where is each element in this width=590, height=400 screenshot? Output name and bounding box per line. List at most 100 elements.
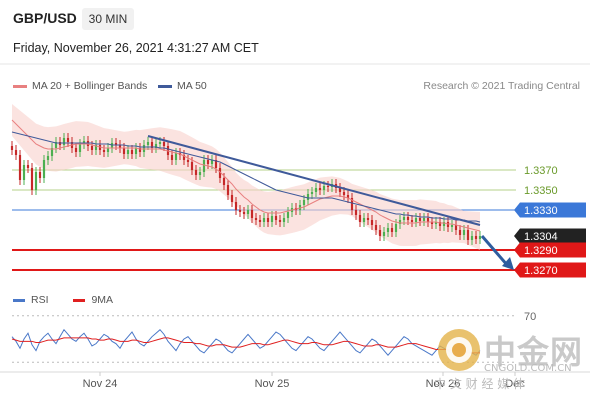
- candle-body: [234, 202, 238, 210]
- legend-ma20: MA 20 + Bollinger Bands: [13, 80, 147, 92]
- rsi-swatch: [13, 298, 25, 302]
- candle-body: [438, 222, 442, 226]
- candle-body: [246, 210, 250, 214]
- candle-body: [350, 198, 354, 210]
- candle-body: [30, 168, 34, 190]
- candle-body: [374, 225, 378, 230]
- level-tag-1.3290: 1.3290: [524, 245, 558, 257]
- candle-body: [442, 222, 446, 226]
- candle-body: [366, 218, 370, 220]
- candle-body: [406, 217, 410, 220]
- candle-body: [370, 220, 374, 225]
- candle-body: [470, 236, 474, 240]
- rsi-legend-label: RSI: [31, 294, 49, 306]
- candle-body: [130, 150, 134, 154]
- candle-body: [66, 138, 70, 142]
- level-tag-bg-1.3304: [514, 228, 586, 244]
- candle-body: [114, 143, 118, 145]
- candle-body: [402, 217, 406, 220]
- ma20-line: [11, 119, 481, 232]
- candle-body: [106, 148, 110, 152]
- level-tag-bg-1.3270: [514, 262, 586, 278]
- candle-body: [214, 160, 218, 168]
- x-tick-label: Nov 25: [255, 378, 290, 390]
- candle-body: [186, 160, 190, 162]
- candle-body: [50, 148, 54, 156]
- ma9-legend-label: 9MA: [91, 294, 114, 306]
- candle-body: [386, 228, 390, 232]
- candle-body: [326, 186, 330, 187]
- candle-body: [162, 142, 166, 146]
- candle-body: [42, 160, 46, 178]
- candle-body: [94, 145, 98, 150]
- candle-body: [266, 218, 270, 222]
- candle-body: [242, 212, 246, 214]
- candle-body: [314, 188, 318, 192]
- candle-body: [310, 192, 314, 194]
- candle-body: [62, 138, 66, 145]
- candle-body: [182, 155, 186, 160]
- candle-body: [270, 216, 274, 222]
- legend-ma50: MA 50: [158, 80, 207, 92]
- cngold-logo-icon: [438, 329, 480, 371]
- candle-body: [218, 168, 222, 178]
- candle-body: [26, 165, 30, 168]
- candle-body: [454, 225, 458, 230]
- candle-body: [282, 218, 286, 222]
- candle-body: [90, 146, 94, 150]
- candle-body: [306, 194, 310, 200]
- candle-body: [18, 155, 22, 180]
- candle-body: [122, 148, 126, 154]
- level-tag-bg-1.3290: [514, 242, 586, 258]
- candle-body: [422, 218, 426, 221]
- candle-body: [458, 230, 462, 235]
- ma9-swatch: [73, 298, 86, 302]
- candle-body: [150, 142, 154, 148]
- candle-body: [250, 210, 254, 218]
- x-tick-label: Nov 24: [83, 378, 118, 390]
- candle-body: [78, 144, 82, 152]
- datetime-label: Friday, November 26, 2021 4:31:27 AM CET: [13, 41, 259, 55]
- candle-body: [390, 228, 394, 232]
- candle-body: [198, 172, 202, 175]
- candle-body: [358, 215, 362, 222]
- level-tag-1.3350: 1.3350: [524, 185, 558, 197]
- candle-body: [238, 210, 242, 212]
- level-tag-1.3304: 1.3304: [524, 231, 558, 243]
- trendline: [147, 135, 481, 226]
- rsi-legend: RSI 9MA: [13, 294, 113, 306]
- rsi-line: [11, 328, 481, 359]
- candle-body: [362, 218, 366, 222]
- projection-arrow-head: [502, 257, 514, 270]
- candle-body: [478, 236, 482, 239]
- candle-body: [322, 186, 326, 190]
- candle-body: [274, 216, 278, 220]
- timeframe-badge[interactable]: 30 MIN: [82, 8, 134, 30]
- candle-body: [346, 195, 350, 198]
- logo-main-text: 中金网: [484, 333, 584, 371]
- level-tag-bg-1.3330: [514, 202, 586, 218]
- candle-body: [202, 160, 206, 172]
- candle-body: [434, 222, 438, 224]
- candle-body: [378, 230, 382, 236]
- candle-body: [210, 160, 214, 164]
- candle-body: [318, 188, 322, 190]
- candle-body: [190, 162, 194, 170]
- candle-body: [338, 188, 342, 192]
- candle-body: [430, 222, 434, 224]
- chart-header: GBP/USD 30 MIN: [0, 0, 590, 38]
- candle-body: [14, 150, 18, 155]
- candle-body: [134, 148, 138, 154]
- candle-body: [342, 192, 346, 195]
- candle-body: [10, 146, 14, 150]
- candle-body: [382, 232, 386, 236]
- logo-tagline: 中 文 财 经 媒 体: [434, 377, 526, 391]
- candle-body: [138, 148, 142, 152]
- level-tag-1.3330: 1.3330: [524, 205, 558, 217]
- candle-body: [258, 220, 262, 222]
- candle-body: [46, 156, 50, 160]
- projection-arrow: [480, 235, 510, 267]
- candle-body: [462, 230, 466, 235]
- candle-body: [158, 142, 162, 144]
